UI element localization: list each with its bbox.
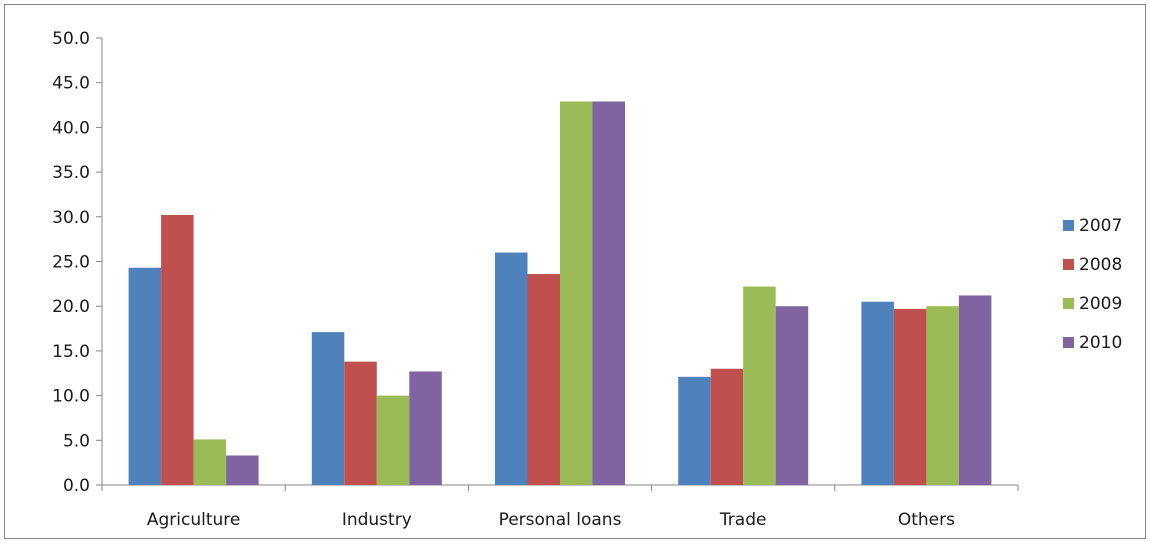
bar-2010-4	[958, 295, 992, 485]
bar-2007-4	[861, 301, 894, 485]
bar-2010-3	[775, 306, 809, 485]
legend-label: 2008	[1079, 255, 1122, 275]
legend-label: 2009	[1079, 294, 1122, 314]
legend-swatch	[1063, 259, 1074, 270]
x-tick-label: Others	[898, 510, 955, 530]
y-tick-label: 20.0	[52, 297, 90, 317]
y-tick-label: 10.0	[52, 387, 90, 407]
y-tick-label: 45.0	[52, 74, 90, 94]
legend: 2007 2008 2009 2010	[1063, 216, 1122, 353]
bar-2007-0	[128, 267, 162, 485]
bar-2010-0	[226, 455, 259, 485]
bar-2007-1	[311, 332, 345, 485]
y-tick-label: 35.0	[52, 163, 90, 183]
y-tick-label: 50.0	[52, 29, 90, 49]
bar-2008-0	[161, 215, 194, 485]
bar-2009-3	[743, 286, 776, 485]
bar-2007-2	[495, 252, 528, 485]
y-tick-label: 5.0	[63, 431, 90, 451]
y-tick-label: 40.0	[52, 118, 90, 138]
bar-2009-1	[376, 395, 410, 485]
bar-2010-2	[592, 101, 625, 485]
y-tick-label: 15.0	[52, 342, 90, 362]
y-tick-label: 0.0	[63, 476, 90, 496]
bar-2009-0	[193, 439, 227, 485]
bar-2008-1	[344, 361, 377, 485]
legend-swatch	[1063, 220, 1074, 231]
bar-2007-3	[678, 376, 711, 485]
legend-label: 2007	[1079, 216, 1122, 236]
legend-label: 2010	[1079, 333, 1122, 353]
bar-2008-3	[710, 368, 744, 485]
x-tick-label: Industry	[342, 510, 412, 530]
bar-2009-2	[560, 101, 593, 485]
y-tick-label: 30.0	[52, 208, 90, 228]
bars	[128, 101, 992, 485]
x-tick-label: Trade	[719, 510, 767, 530]
x-tick-label: Personal loans	[499, 510, 622, 530]
y-axis: 0.0 5.0 10.0 15.0 20.0 25.0 30.0 35.0 40.0 45.0 50…	[52, 29, 103, 496]
bar-2009-4	[926, 306, 959, 485]
legend-swatch	[1063, 298, 1074, 309]
x-tick-label: Agriculture	[147, 510, 241, 530]
y-tick-label: 25.0	[52, 253, 90, 273]
legend-swatch	[1063, 337, 1074, 348]
bar-2008-2	[527, 274, 560, 485]
bar-2008-4	[893, 308, 927, 485]
x-axis: Agriculture Industry Personal loans Trade Ot…	[101, 484, 1019, 530]
bar-2010-1	[409, 371, 442, 485]
